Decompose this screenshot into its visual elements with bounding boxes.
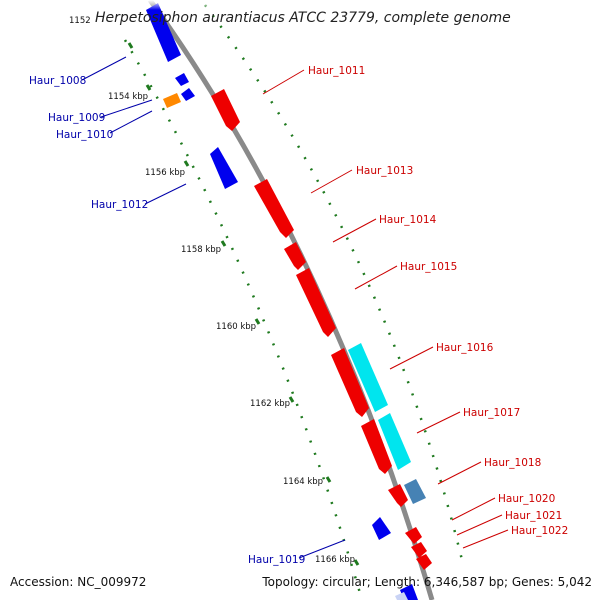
major-tick-mark [220,240,227,247]
scale-tick-label: 1154 kbp [108,92,148,102]
gene-haur-1021-shape[interactable] [411,542,427,558]
gene-haur-1020-shape[interactable] [405,527,422,544]
major-tick-mark [254,318,261,325]
gene-haur-1018-adjacent-shape [388,484,408,507]
gene-label-haur-1015[interactable]: Haur_1015 [400,261,457,273]
gene-label-haur-1012[interactable]: Haur_1012 [91,199,148,211]
gene-label-haur-1019[interactable]: Haur_1019 [248,554,305,566]
gene-haur-1018-shape[interactable] [404,479,426,504]
gene-haur-1017-adjacent-shape [361,419,392,474]
major-tick-mark [325,476,332,483]
gene-haur-1016-adjacent-shape [331,348,369,417]
major-ticks [127,42,360,566]
top-fade [0,0,600,10]
major-tick-mark [288,396,295,403]
gene-label-haur-1014[interactable]: Haur_1014 [379,214,437,226]
scale-tick-label: 1162 kbp [250,399,290,409]
gene-label-haur-1009[interactable]: Haur_1009 [48,112,105,124]
gene-label-haur-1013[interactable]: Haur_1013 [356,165,413,177]
gene-haur-1022-shape[interactable] [416,554,432,570]
gene-haur-1011-shape[interactable] [211,89,240,131]
gene-haur-1016-shape[interactable] [348,343,388,412]
gene-haur-1008-tip [175,73,189,86]
scale-tick-label: 1152 [69,16,91,26]
major-tick-mark [353,559,360,566]
gene-haur-1008-shape[interactable] [146,3,181,62]
gene-haur-1017-shape[interactable] [378,413,411,470]
scale-tick-label: 1160 kbp [216,322,256,332]
scale-tick-label: 1166 kbp [315,555,355,565]
gene-haur-1010-shape[interactable] [181,88,195,101]
gene-label-haur-1010[interactable]: Haur_1010 [56,129,113,141]
gene-label-haur-1022[interactable]: Haur_1022 [511,525,568,537]
major-tick-mark [127,42,134,49]
tick-track-outer [203,4,464,561]
gene-label-haur-1016[interactable]: Haur_1016 [436,342,494,354]
gene-label-haur-1011[interactable]: Haur_1011 [308,65,365,77]
gene-label-haur-1017[interactable]: Haur_1017 [463,407,520,419]
gene-label-haur-1021[interactable]: Haur_1021 [505,510,562,522]
gene-haur-1009-shape[interactable] [163,93,181,108]
gene-haur-1013-shape[interactable] [254,179,294,238]
gene-label-haur-1018[interactable]: Haur_1018 [484,457,541,469]
major-tick-mark [183,160,190,167]
genome-summary-text: Topology: circular; Length: 6,346,587 bp… [262,575,592,589]
gene-label-haur-1020[interactable]: Haur_1020 [498,493,555,505]
gene-label-haur-1008[interactable]: Haur_1008 [29,75,86,87]
accession-text: Accession: NC_009972 [10,575,147,589]
scale-tick-label: 1158 kbp [181,245,221,255]
label-leaders [81,56,509,559]
tick-labels: 1152 1154 kbp 1156 kbp 1158 kbp 1160 kbp 1162… [69,16,355,565]
gene-labels: Haur_1008 Haur_1009 Haur_1010 Haur_1011 Haur… [29,65,568,566]
gene-haur-1014-shape[interactable] [284,242,306,270]
partial-feature-bottom-faded [395,592,408,600]
major-tick-mark [145,84,152,91]
gene-haur-1019-shape[interactable] [372,517,391,540]
scale-tick-label: 1164 kbp [283,477,323,487]
genome-title: Herpetosiphon aurantiacus ATCC 23779, co… [95,10,511,26]
gene-haur-1015-shape[interactable] [296,268,336,337]
scale-tick-label: 1156 kbp [145,168,185,178]
gene-haur-1012-shape[interactable] [210,147,238,189]
genome-backbone [147,0,435,600]
gene-features [146,3,432,600]
